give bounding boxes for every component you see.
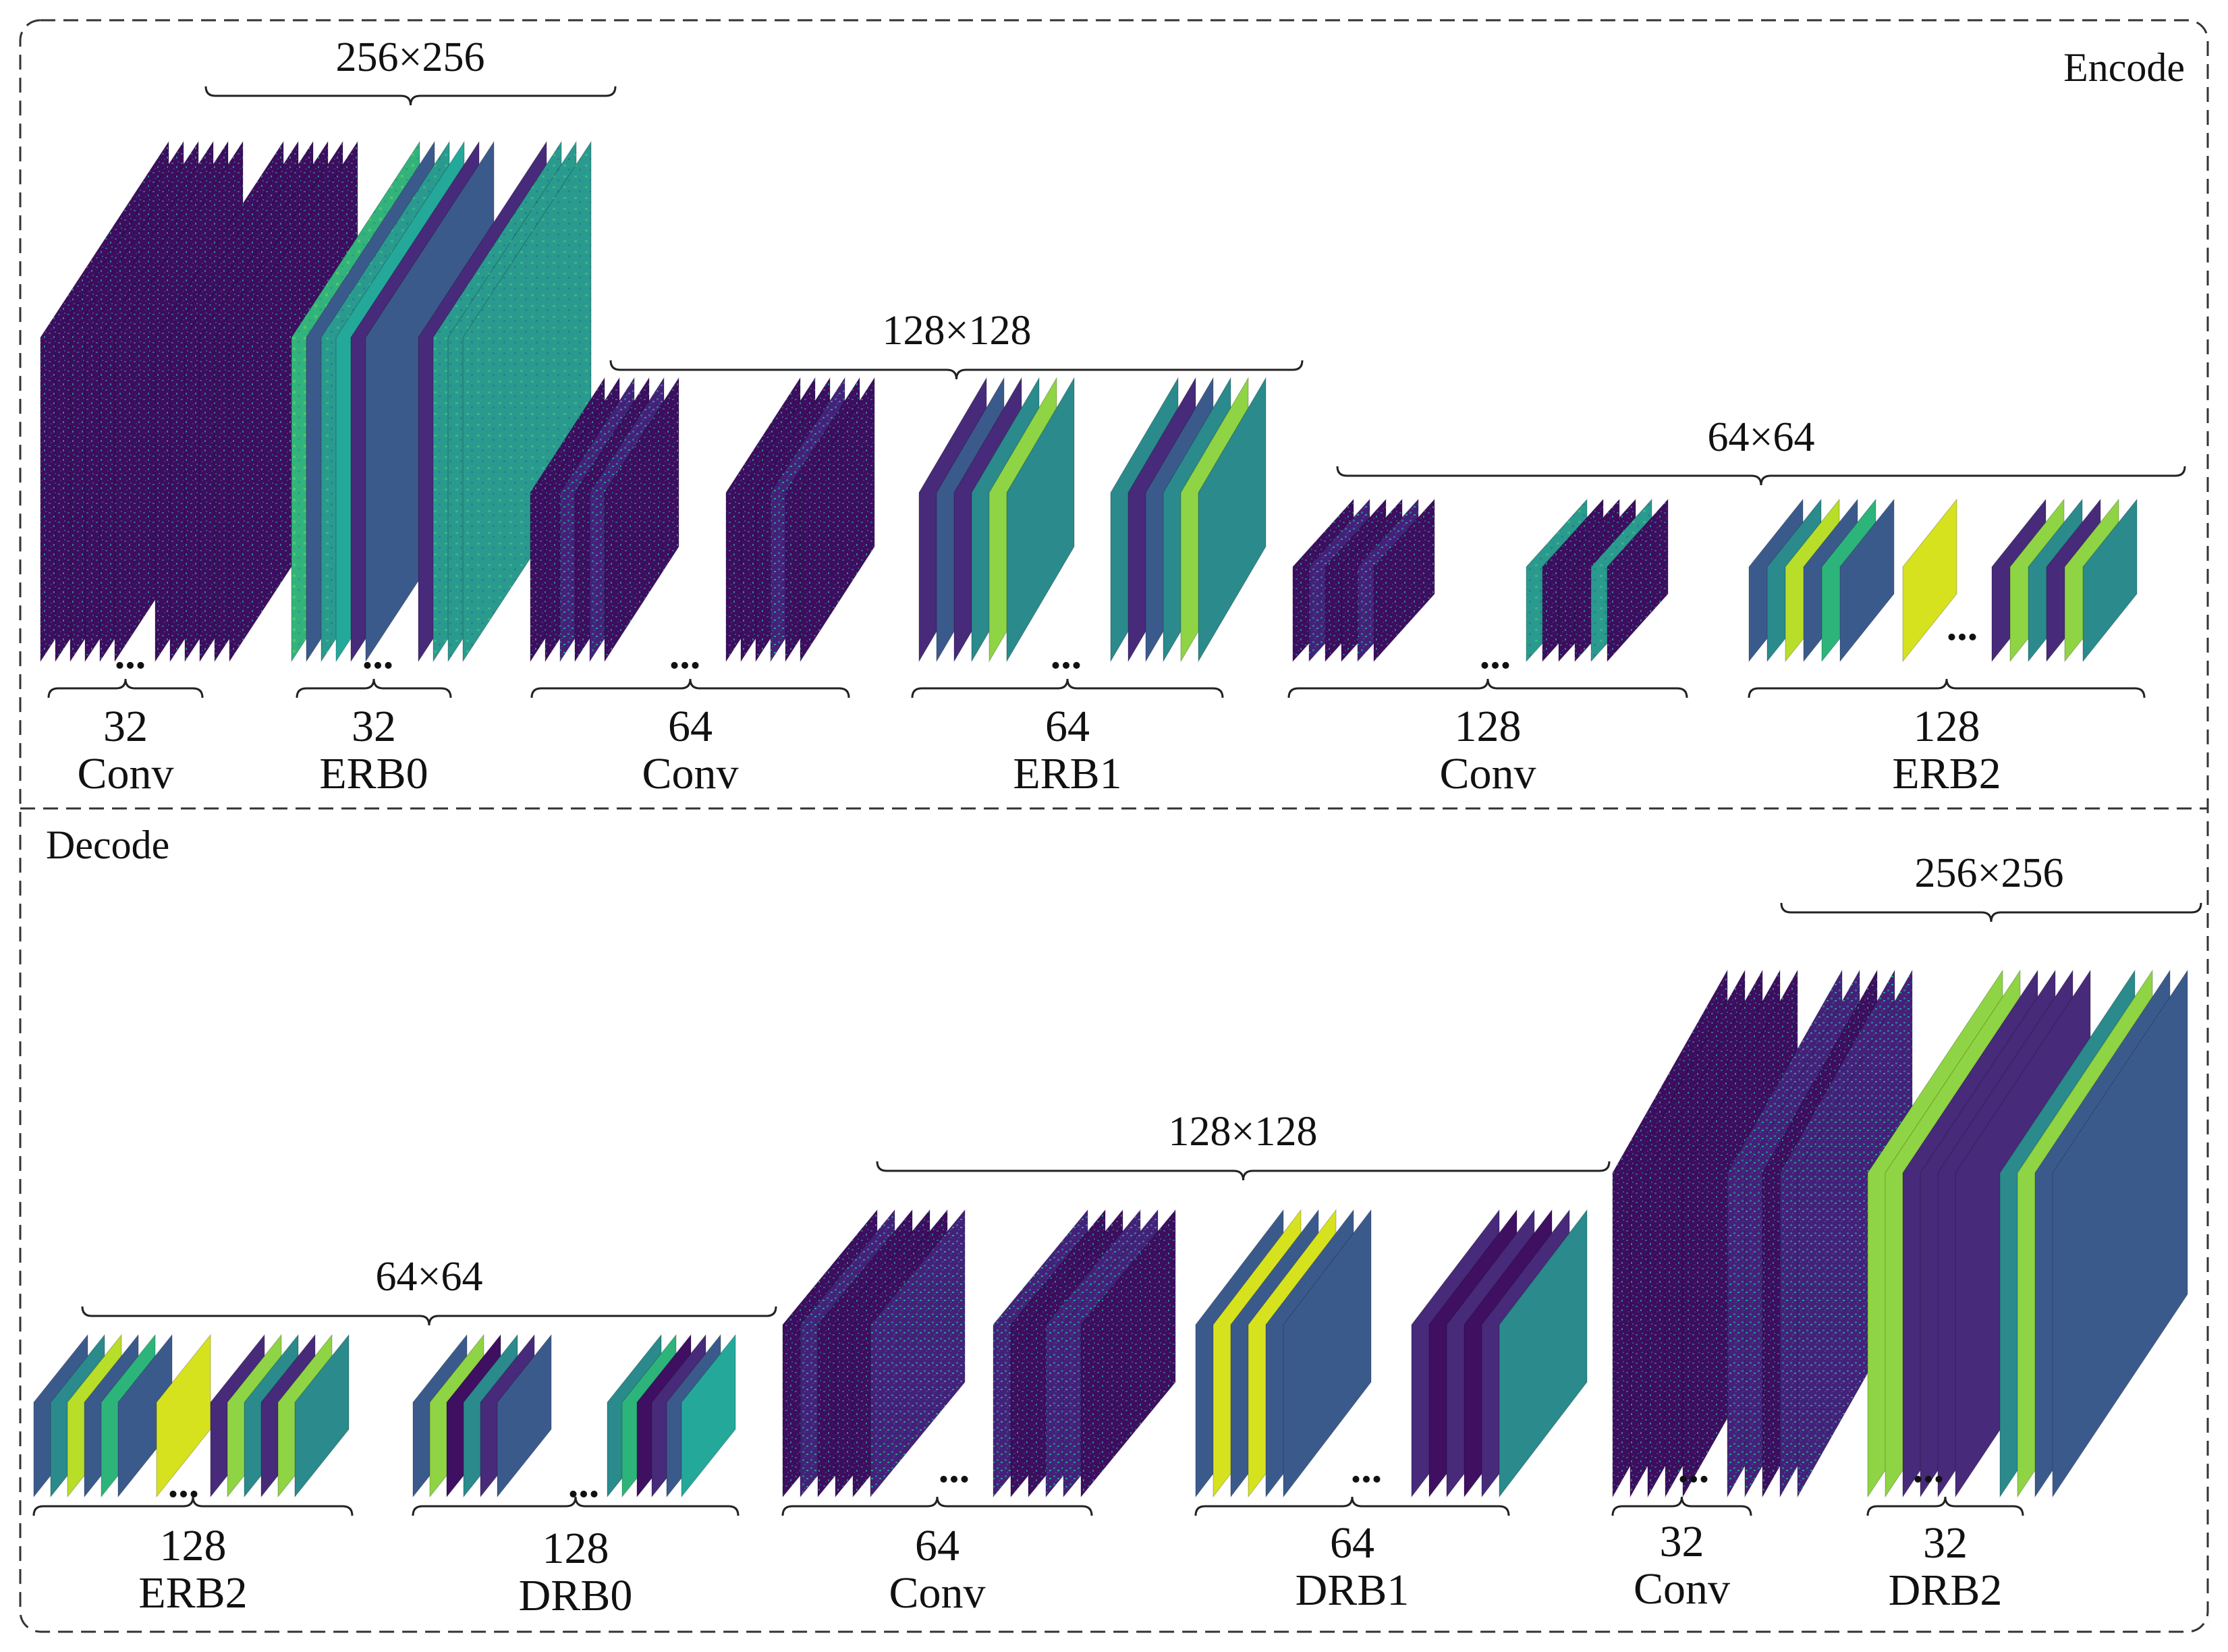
enc-bottom-brace-3 bbox=[911, 678, 1224, 698]
dec-block-5-name: DRB2 bbox=[1889, 1566, 2003, 1615]
dec-erb2-ellipsis: ... bbox=[168, 1460, 200, 1506]
dec-conv32-ellipsis: ... bbox=[1678, 1446, 1710, 1491]
dec-drb1-ellipsis: ... bbox=[1351, 1446, 1383, 1491]
enc-block-3-count: 64 bbox=[1045, 702, 1090, 751]
feature-map-stacks bbox=[33, 140, 2188, 1498]
dec-drb2b-slab-3 bbox=[2052, 969, 2188, 1498]
dec-bottom-brace-3 bbox=[1194, 1496, 1510, 1516]
enc-block-4-count: 128 bbox=[1455, 702, 1522, 751]
dec-conv64-slab-5 bbox=[870, 1209, 966, 1498]
dec-block-0-count: 128 bbox=[160, 1521, 227, 1570]
dec-block-1-name: DRB0 bbox=[519, 1571, 633, 1620]
enc-block-0-name: Conv bbox=[77, 749, 173, 798]
dec-erb2b-slab-5 bbox=[294, 1333, 350, 1498]
dec-block-0-name: ERB2 bbox=[138, 1568, 247, 1618]
dec-block-4-name: Conv bbox=[1634, 1564, 1730, 1614]
enc-res-256: 256×256 bbox=[336, 34, 485, 80]
enc-conv64-slab-5 bbox=[604, 377, 679, 663]
dec-brace-64 bbox=[81, 1306, 777, 1326]
dec-drb0-ellipsis: ... bbox=[568, 1460, 600, 1506]
dec-drb1b-slab-5 bbox=[1499, 1209, 1588, 1498]
enc-block-0-count: 32 bbox=[103, 702, 148, 751]
enc-block-1-count: 32 bbox=[352, 702, 396, 751]
dec-bottom-brace-5 bbox=[1866, 1496, 2024, 1516]
enc-bottom-brace-5 bbox=[1748, 678, 2146, 698]
braces bbox=[32, 86, 2202, 1516]
enc-conv64b-slab-5 bbox=[800, 377, 875, 663]
enc-block-2-count: 64 bbox=[668, 702, 713, 751]
dec-block-5-count: 32 bbox=[1923, 1518, 1968, 1568]
dec-drb2-ellipsis: ... bbox=[1913, 1446, 1945, 1491]
enc-conv128-slab-5 bbox=[1373, 498, 1435, 663]
dec-erb2-mid-slab-0 bbox=[156, 1333, 211, 1498]
dec-res-256: 256×256 bbox=[1915, 850, 2064, 896]
enc-block-1-name: ERB0 bbox=[319, 749, 428, 798]
dec-brace-256 bbox=[1780, 902, 2202, 923]
dec-block-2-count: 64 bbox=[915, 1521, 959, 1570]
dec-block-3-count: 64 bbox=[1330, 1518, 1374, 1568]
enc-brace-64 bbox=[1336, 466, 2186, 486]
dec-drb0b-slab-5 bbox=[681, 1333, 736, 1498]
enc-conv128-ellipsis: ... bbox=[1480, 632, 1511, 678]
dec-block-3-name: DRB1 bbox=[1296, 1566, 1410, 1615]
enc-erb2-slab-5 bbox=[1839, 498, 1895, 663]
dec-brace-128 bbox=[876, 1161, 1611, 1181]
block-labels: ............ ......256×256128×12864×6432C… bbox=[77, 34, 2063, 1620]
enc-bottom-brace-1 bbox=[296, 678, 452, 698]
enc-erb1-ellipsis: ... bbox=[1051, 632, 1082, 678]
enc-bottom-brace-4 bbox=[1287, 678, 1688, 698]
enc-block-5-count: 128 bbox=[1914, 702, 1980, 751]
dec-bottom-brace-2 bbox=[781, 1496, 1093, 1516]
dec-res-128: 128×128 bbox=[1169, 1109, 1318, 1155]
enc-block-2-name: Conv bbox=[642, 749, 738, 798]
enc-conv128b-slab-5 bbox=[1607, 498, 1669, 663]
dec-conv64b-slab-5 bbox=[1080, 1209, 1176, 1498]
decode-label: Decode bbox=[46, 823, 169, 867]
dec-erb2-slab-5 bbox=[117, 1333, 173, 1498]
dec-bottom-brace-4 bbox=[1611, 1496, 1752, 1516]
enc-bottom-brace-2 bbox=[530, 678, 850, 698]
dec-block-2-name: Conv bbox=[889, 1568, 985, 1618]
dec-block-1-count: 128 bbox=[542, 1524, 609, 1573]
dec-bottom-brace-1 bbox=[412, 1496, 740, 1516]
outer-dashed-frame bbox=[19, 19, 2209, 1633]
enc-res-128: 128×128 bbox=[883, 308, 1032, 354]
enc-block-3-name: ERB1 bbox=[1013, 749, 1121, 798]
enc-conv32-ellipsis: ... bbox=[115, 632, 146, 678]
dec-block-4-count: 32 bbox=[1660, 1517, 1704, 1566]
enc-erb1b-slab-5 bbox=[1198, 377, 1266, 663]
dec-conv64-ellipsis: ... bbox=[939, 1446, 970, 1491]
enc-block-4-name: Conv bbox=[1439, 749, 1536, 798]
enc-brace-256 bbox=[204, 86, 617, 106]
dec-res-64: 64×64 bbox=[376, 1254, 483, 1300]
enc-erb2b-slab-5 bbox=[2082, 498, 2138, 663]
dec-drb1-slab-5 bbox=[1283, 1209, 1372, 1498]
enc-erb0-ellipsis: ... bbox=[362, 632, 394, 678]
enc-erb2-ellipsis: ... bbox=[1947, 603, 1978, 649]
dec-drb0-slab-5 bbox=[497, 1333, 552, 1498]
enc-res-64: 64×64 bbox=[1708, 414, 1815, 460]
enc-bottom-brace-0 bbox=[47, 678, 204, 698]
encode-label: Encode bbox=[2063, 45, 2185, 90]
dec-bottom-brace-0 bbox=[32, 1496, 354, 1516]
enc-erb1-slab-5 bbox=[1006, 377, 1075, 663]
enc-block-5-name: ERB2 bbox=[1892, 749, 2001, 798]
enc-erb2-mid-slab-0 bbox=[1902, 498, 1957, 663]
enc-conv64-ellipsis: ... bbox=[669, 632, 701, 678]
enc-brace-128 bbox=[609, 360, 1304, 380]
